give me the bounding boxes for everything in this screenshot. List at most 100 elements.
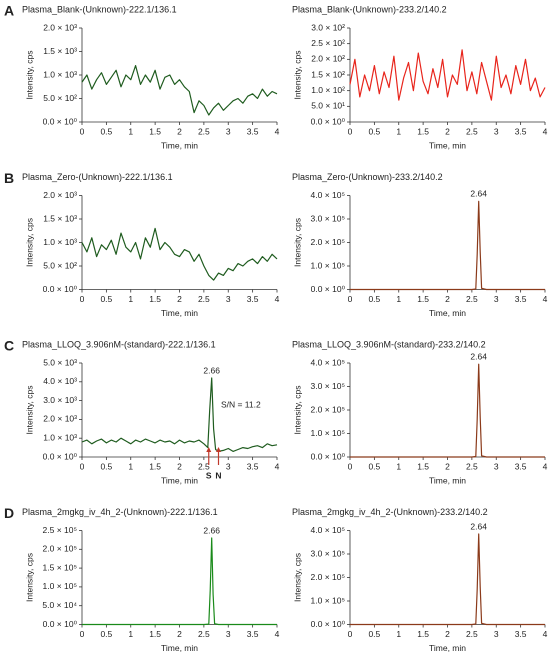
x-tick-label: 2	[177, 126, 182, 136]
x-tick-label: 2.5	[198, 461, 210, 471]
y-tick-label: 0.0 × 10⁰	[43, 116, 78, 126]
y-tick-label: 4.0 × 10³	[43, 376, 77, 386]
x-tick-label: 3	[494, 629, 499, 639]
panel-letter: C	[4, 338, 14, 354]
y-tick-label: 5.0 × 10²	[43, 260, 77, 270]
x-tick-label: 0.5	[368, 629, 380, 639]
x-tick-label: 1.5	[417, 126, 429, 136]
chart-title: Plasma_Blank-(Unknown)-222.1/136.1	[22, 4, 177, 14]
y-tick-label: 4.0 × 10⁵	[311, 525, 345, 535]
peak-label: 2.64	[470, 189, 487, 199]
y-tick-label: 1.0 × 10²	[311, 85, 345, 95]
chart-title: Plasma_LLOQ_3.906nM-(standard)-233.2/140…	[292, 339, 486, 349]
x-tick-label: 1	[396, 461, 401, 471]
x-tick-label: 3	[226, 461, 231, 471]
x-tick-label: 1	[128, 126, 133, 136]
x-tick-label: 2.5	[198, 629, 210, 639]
y-axis-label: Intensity, cps	[292, 51, 302, 100]
marker-label: N	[215, 470, 221, 480]
x-tick-label: 0	[348, 294, 353, 304]
x-tick-label: 4	[543, 461, 548, 471]
y-tick-label: 2.0 × 10⁵	[43, 544, 77, 554]
x-tick-label: 2.5	[198, 126, 210, 136]
x-tick-label: 0	[348, 629, 353, 639]
x-tick-label: 2	[445, 294, 450, 304]
y-tick-label: 1.0 × 10⁵	[43, 581, 77, 591]
trace	[81, 65, 278, 116]
trace	[350, 533, 545, 626]
y-tick-label: 1.0 × 10⁵	[311, 260, 345, 270]
trace	[81, 377, 278, 452]
y-axis-label: Intensity, cps	[24, 553, 34, 602]
x-tick-label: 1	[128, 461, 133, 471]
x-tick-label: 2	[445, 126, 450, 136]
x-tick-label: 2.5	[466, 461, 478, 471]
x-tick-label: 2	[177, 629, 182, 639]
x-tick-label: 1.5	[149, 126, 161, 136]
marker-arrowhead	[206, 447, 212, 452]
x-tick-label: 2	[445, 461, 450, 471]
y-tick-label: 5.0 × 10³	[43, 357, 77, 367]
x-tick-label: 0	[80, 629, 85, 639]
y-tick-label: 2.0 × 10⁵	[311, 404, 345, 414]
y-tick-label: 2.5 × 10⁵	[43, 525, 77, 535]
x-tick-label: 2	[445, 629, 450, 639]
x-tick-label: 3.5	[515, 294, 527, 304]
chart-title: Plasma_Zero-(Unknown)-233.2/140.2	[292, 172, 443, 182]
x-tick-label: 2.5	[466, 629, 478, 639]
x-tick-label: 0	[80, 294, 85, 304]
x-tick-label: 4	[543, 126, 548, 136]
x-tick-label: 1	[128, 629, 133, 639]
x-axis-label: Time, min	[161, 140, 198, 150]
chart-title: Plasma_LLOQ_3.906nM-(standard)-222.1/136…	[22, 339, 216, 349]
x-tick-label: 0.5	[100, 126, 112, 136]
trace	[350, 200, 545, 291]
y-tick-label: 1.0 × 10³	[43, 69, 77, 79]
x-tick-label: 2.5	[466, 294, 478, 304]
y-tick-label: 2.0 × 10⁵	[311, 237, 345, 247]
x-tick-label: 0	[348, 461, 353, 471]
x-tick-label: 3.5	[515, 126, 527, 136]
y-tick-label: 2.0 × 10²	[311, 54, 345, 64]
y-axis-label: Intensity, cps	[292, 553, 302, 602]
x-tick-label: 1	[128, 294, 133, 304]
x-axis-label: Time, min	[429, 308, 466, 318]
y-tick-label: 1.5 × 10⁵	[43, 562, 77, 572]
x-axis-label: Time, min	[429, 475, 466, 485]
y-tick-label: 2.5 × 10²	[311, 38, 345, 48]
y-tick-label: 2.0 × 10³	[43, 414, 77, 424]
x-tick-label: 1.5	[417, 629, 429, 639]
x-tick-label: 1	[396, 629, 401, 639]
peak-label: 2.64	[470, 351, 487, 361]
chart-title: Plasma_Zero-(Unknown)-222.1/136.1	[22, 172, 173, 182]
marker-arrowhead	[216, 447, 221, 452]
x-tick-label: 0	[80, 126, 85, 136]
x-tick-label: 1	[396, 126, 401, 136]
y-tick-label: 0.0 × 10⁰	[311, 619, 346, 629]
y-tick-label: 3.0 × 10²	[311, 22, 345, 32]
trace	[349, 49, 546, 101]
x-tick-label: 3.5	[515, 461, 527, 471]
trace	[350, 363, 545, 458]
sn-label: S/N = 11.2	[221, 399, 261, 409]
y-axis-label: Intensity, cps	[24, 218, 34, 267]
y-axis-label: Intensity, cps	[24, 51, 34, 100]
y-tick-label: 0.0 × 10⁰	[311, 451, 346, 461]
x-tick-label: 0.5	[368, 126, 380, 136]
trace	[82, 537, 277, 626]
x-tick-label: 3	[226, 294, 231, 304]
y-tick-label: 4.0 × 10⁵	[311, 190, 345, 200]
trace	[81, 227, 278, 281]
x-axis-label: Time, min	[429, 140, 466, 150]
x-tick-label: 1.5	[149, 294, 161, 304]
y-tick-label: 5.0 × 10¹	[311, 101, 345, 111]
y-tick-label: 3.0 × 10⁵	[311, 213, 345, 223]
y-tick-label: 3.0 × 10³	[43, 395, 77, 405]
x-tick-label: 4	[275, 126, 280, 136]
y-tick-label: 1.0 × 10³	[43, 237, 77, 247]
x-tick-label: 0.5	[100, 629, 112, 639]
y-axis-label: Intensity, cps	[292, 218, 302, 267]
x-tick-label: 3.5	[515, 629, 527, 639]
x-tick-label: 0	[80, 461, 85, 471]
